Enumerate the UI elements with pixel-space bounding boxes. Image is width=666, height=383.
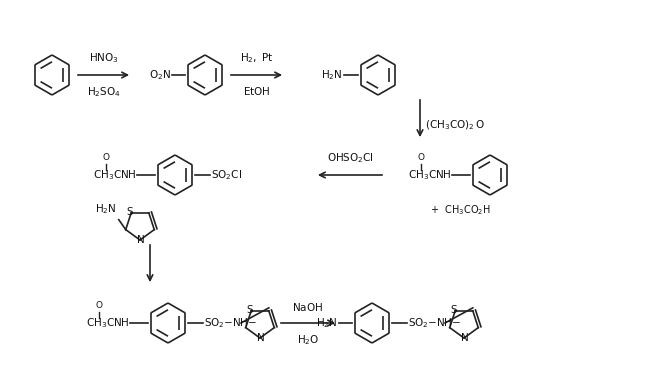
Text: $\mathrm{H_2N}$: $\mathrm{H_2N}$ bbox=[95, 202, 117, 216]
Text: S: S bbox=[127, 207, 133, 217]
Text: $\mathrm{CH_3CNH}$: $\mathrm{CH_3CNH}$ bbox=[408, 168, 451, 182]
Text: $\mathrm{CH_3CNH}$: $\mathrm{CH_3CNH}$ bbox=[93, 168, 136, 182]
Text: $\mathrm{H_2O}$: $\mathrm{H_2O}$ bbox=[297, 333, 319, 347]
Text: S: S bbox=[247, 305, 254, 315]
Text: $\mathrm{OHSO_2Cl}$: $\mathrm{OHSO_2Cl}$ bbox=[326, 151, 374, 165]
Text: $\mathrm{SO_2{-}NH{-}}$: $\mathrm{SO_2{-}NH{-}}$ bbox=[408, 316, 462, 330]
Text: $\mathrm{(CH_3CO)_2\,O}$: $\mathrm{(CH_3CO)_2\,O}$ bbox=[425, 118, 485, 132]
Text: $\mathrm{H_2N}$: $\mathrm{H_2N}$ bbox=[316, 316, 338, 330]
Text: S: S bbox=[451, 305, 458, 315]
Text: $\mathrm{EtOH}$: $\mathrm{EtOH}$ bbox=[243, 85, 271, 97]
Text: $\mathrm{O}$: $\mathrm{O}$ bbox=[417, 151, 426, 162]
Text: $\mathrm{O_2N}$: $\mathrm{O_2N}$ bbox=[149, 68, 171, 82]
Text: N: N bbox=[137, 235, 145, 245]
Text: $\mathrm{HNO_3}$: $\mathrm{HNO_3}$ bbox=[89, 51, 119, 65]
Text: $\mathrm{H_2N}$: $\mathrm{H_2N}$ bbox=[322, 68, 343, 82]
Text: $\mathrm{+\ \ CH_3CO_2H}$: $\mathrm{+\ \ CH_3CO_2H}$ bbox=[430, 203, 491, 217]
Text: $\mathrm{H_2,\ Pt}$: $\mathrm{H_2,\ Pt}$ bbox=[240, 51, 274, 65]
Text: $\mathrm{SO_2Cl}$: $\mathrm{SO_2Cl}$ bbox=[211, 168, 242, 182]
Text: N: N bbox=[257, 333, 265, 343]
Text: $\mathrm{NaOH}$: $\mathrm{NaOH}$ bbox=[292, 301, 324, 313]
Text: $\mathrm{SO_2{-}NH{-}}$: $\mathrm{SO_2{-}NH{-}}$ bbox=[204, 316, 257, 330]
Text: $\mathrm{H_2SO_4}$: $\mathrm{H_2SO_4}$ bbox=[87, 85, 121, 99]
Text: $\mathrm{CH_3CNH}$: $\mathrm{CH_3CNH}$ bbox=[85, 316, 129, 330]
Text: N: N bbox=[461, 333, 469, 343]
Text: $\mathrm{O}$: $\mathrm{O}$ bbox=[102, 151, 111, 162]
Text: $\mathrm{O}$: $\mathrm{O}$ bbox=[95, 299, 103, 310]
